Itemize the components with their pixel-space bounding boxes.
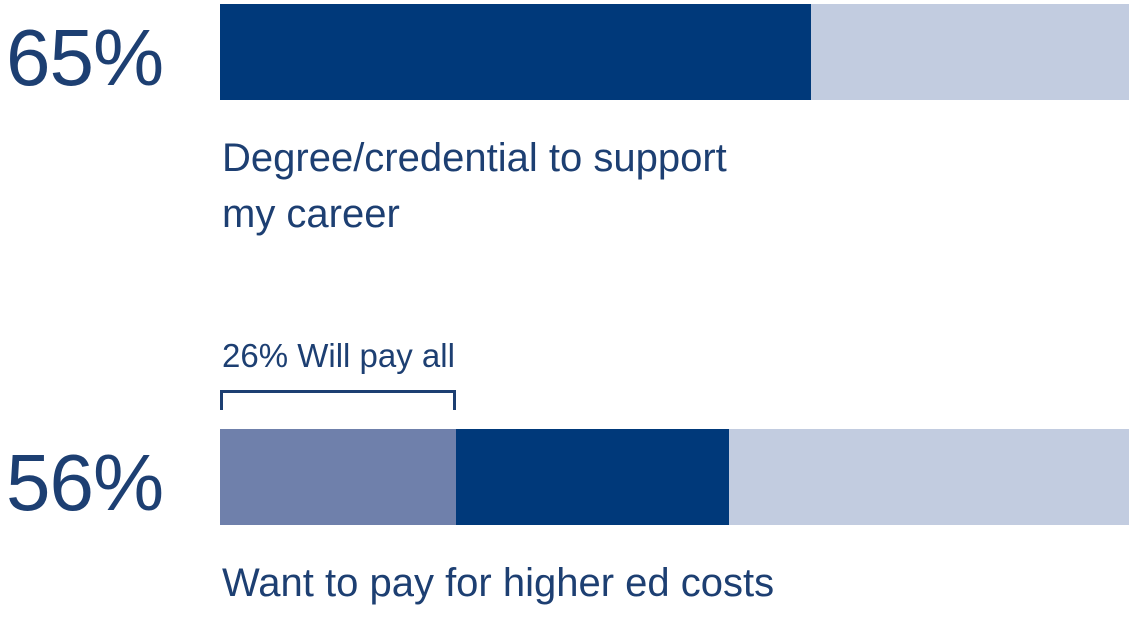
bar-track-credential xyxy=(220,4,1129,100)
caption-credential-line-1: Degree/credential to support xyxy=(222,136,727,180)
stat-value-pay-costs: 56% xyxy=(6,438,164,527)
caption-pay-costs-line-1: Want to pay for higher ed costs xyxy=(222,561,775,605)
annotation-bracket xyxy=(220,390,457,410)
bar-segment-will-pay-all xyxy=(220,429,457,525)
caption-credential-line-2: my career xyxy=(222,192,400,236)
caption-pay-costs: Want to pay for higher ed costs xyxy=(222,555,774,611)
bar-segment-credential xyxy=(220,4,811,100)
caption-credential: Degree/credential to support my career xyxy=(222,130,727,242)
annotation-will-pay-all: 26% Will pay all xyxy=(222,337,455,374)
bar-track-pay-costs xyxy=(220,429,1129,525)
bar-segment-pay-costs-remainder xyxy=(456,429,730,525)
stat-value-credential: 65% xyxy=(6,13,164,102)
